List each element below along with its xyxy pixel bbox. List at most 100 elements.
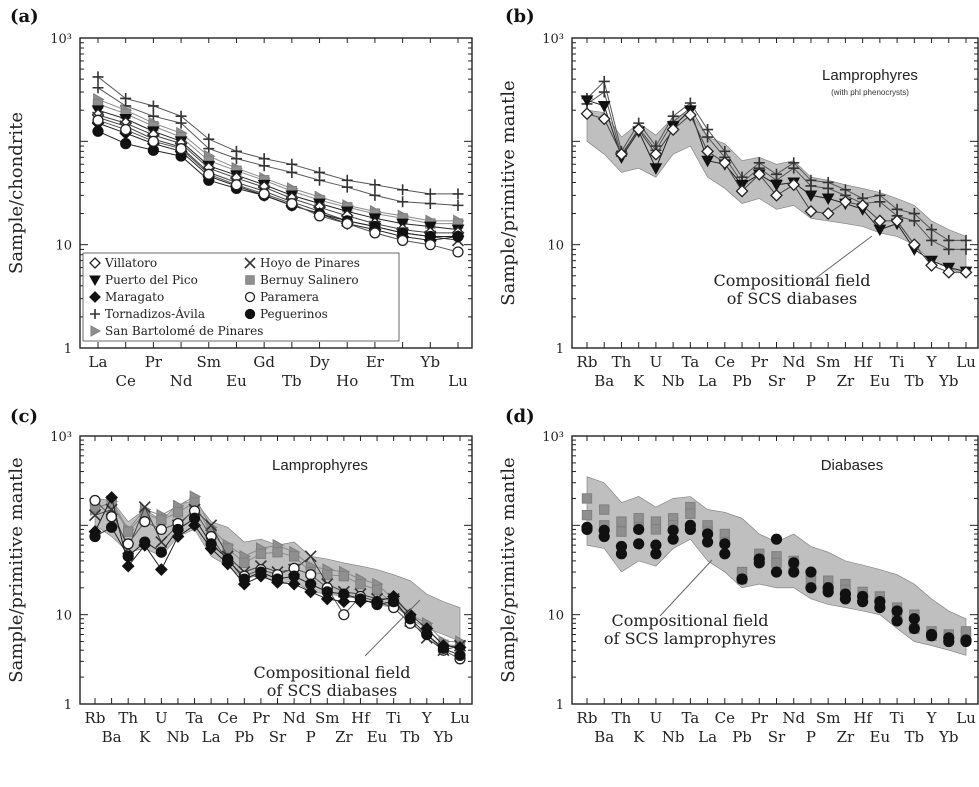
data-point bbox=[770, 179, 783, 192]
data-point bbox=[667, 533, 679, 545]
legend-label: San Bartolomé de Pinares bbox=[105, 324, 263, 338]
legend-marker bbox=[244, 257, 256, 269]
data-point bbox=[205, 538, 217, 550]
data-point bbox=[155, 535, 168, 549]
y-axis-title: Sample/primitive mantle bbox=[498, 457, 519, 682]
y-tick-label: 1 bbox=[556, 698, 564, 713]
x-tick-label: Dy bbox=[309, 353, 330, 371]
x-tick-label: Hf bbox=[351, 709, 371, 727]
data-point bbox=[616, 526, 627, 537]
y-tick-label: 10 bbox=[55, 609, 72, 624]
data-point bbox=[615, 548, 628, 560]
legend-label: Hoyo de Pinares bbox=[260, 256, 360, 270]
series-line bbox=[97, 109, 459, 231]
x-tick-label: Ti bbox=[386, 709, 401, 727]
field-annotation: Compositional field bbox=[254, 663, 411, 682]
y-tick-label: 1 bbox=[556, 342, 564, 357]
data-point bbox=[942, 265, 956, 279]
x-tick-label: Ba bbox=[594, 372, 614, 390]
data-point bbox=[685, 508, 696, 519]
data-point bbox=[139, 536, 151, 548]
panel-title: Lamprophyres bbox=[822, 67, 918, 84]
data-point bbox=[805, 566, 817, 578]
data-point bbox=[771, 557, 782, 569]
data-point bbox=[856, 198, 870, 212]
panel-title: Diabases bbox=[821, 457, 884, 474]
x-tick-label: Ti bbox=[890, 709, 905, 727]
y-tick-label: 10³ bbox=[50, 430, 72, 445]
legend-label: Maragato bbox=[105, 290, 164, 304]
field-annotation: Compositional field bbox=[612, 611, 769, 630]
data-point bbox=[305, 569, 317, 581]
x-tick-label: Y bbox=[926, 353, 938, 371]
data-point bbox=[188, 512, 201, 524]
panel-c: 11010³RbBaThKUNbTaLaCePbPrSrNdPSmZrHfEuT… bbox=[6, 406, 473, 746]
x-tick-label: Sr bbox=[768, 728, 786, 746]
x-tick-label: Ta bbox=[186, 709, 204, 727]
x-tick-label: Pr bbox=[751, 709, 769, 727]
data-point bbox=[321, 586, 333, 598]
data-point bbox=[255, 548, 267, 559]
data-point bbox=[719, 538, 731, 550]
x-tick-label: Eu bbox=[367, 728, 388, 746]
field-annotation: of SCS lamprophyres bbox=[604, 629, 776, 648]
series-c-5 bbox=[89, 512, 466, 661]
series-a-1 bbox=[92, 82, 464, 211]
data-point bbox=[338, 588, 350, 600]
x-tick-label: Ta bbox=[681, 709, 699, 727]
data-point bbox=[581, 523, 593, 536]
annotation-leader bbox=[364, 599, 421, 657]
data-point bbox=[287, 577, 301, 591]
y-axis-title: Sample/primitive mantle bbox=[6, 457, 27, 682]
data-point bbox=[925, 630, 938, 642]
x-tick-label: Zr bbox=[837, 728, 855, 746]
data-point bbox=[156, 514, 167, 526]
series-a-9 bbox=[92, 114, 464, 258]
y-tick-label: 10 bbox=[547, 609, 564, 624]
data-point bbox=[255, 566, 267, 578]
x-tick-label: Pb bbox=[732, 728, 752, 746]
x-tick-label: Lu bbox=[448, 372, 468, 390]
x-tick-label: Rb bbox=[577, 709, 598, 727]
data-point bbox=[222, 553, 234, 565]
data-point bbox=[371, 598, 383, 611]
legend-label: Villatoro bbox=[104, 256, 157, 270]
data-point bbox=[943, 635, 955, 648]
panel-subtitle: (with phl phenocrysts) bbox=[831, 88, 909, 97]
data-point bbox=[305, 578, 317, 590]
data-point bbox=[666, 123, 680, 136]
data-point bbox=[172, 507, 184, 518]
data-point bbox=[286, 197, 298, 210]
panel-b: 11010³RbBaThKUNbTaLaCePbPrSrNdPSmZrHfEuT… bbox=[498, 6, 979, 390]
data-point bbox=[908, 613, 920, 625]
data-point bbox=[452, 246, 464, 258]
data-point bbox=[821, 193, 835, 205]
data-point bbox=[874, 196, 886, 208]
data-point bbox=[770, 533, 783, 545]
data-point bbox=[369, 227, 381, 239]
data-point bbox=[105, 491, 119, 504]
data-point bbox=[397, 184, 409, 196]
legend-label: Puerto del Pico bbox=[105, 273, 198, 287]
x-tick-label: Zr bbox=[837, 372, 855, 390]
data-point bbox=[122, 538, 134, 550]
data-point bbox=[719, 548, 731, 560]
data-point bbox=[424, 198, 436, 210]
field-annotation: of SCS diabases bbox=[267, 681, 397, 700]
panel-d: 11010³RbBaThKUNbTaLaCePbPrSrNdPSmZrHfEuT… bbox=[498, 406, 979, 746]
y-axis-title: Sample/chondrite bbox=[6, 112, 27, 274]
x-tick-label: Nd bbox=[283, 709, 306, 727]
data-point bbox=[92, 125, 104, 137]
x-tick-label: Sr bbox=[768, 372, 786, 390]
panel-label: (a) bbox=[10, 6, 39, 27]
data-point bbox=[155, 546, 167, 558]
data-point bbox=[683, 108, 697, 122]
data-point bbox=[752, 167, 766, 181]
legend-box bbox=[82, 252, 400, 342]
data-point bbox=[105, 521, 118, 533]
data-point bbox=[304, 550, 317, 563]
y-tick-label: 1 bbox=[64, 698, 72, 713]
data-point bbox=[633, 513, 644, 524]
